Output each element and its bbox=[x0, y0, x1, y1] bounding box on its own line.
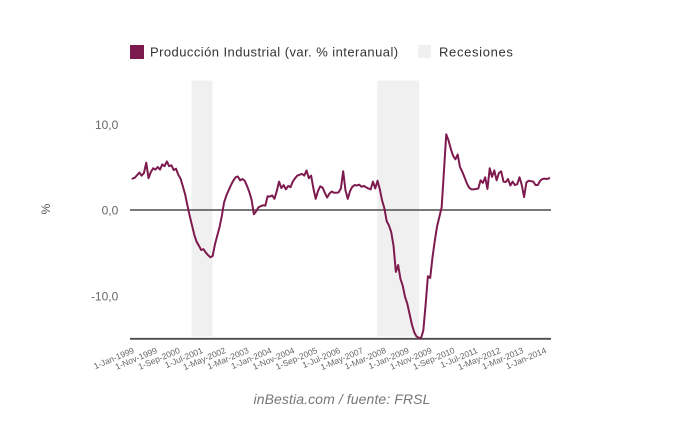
svg-text:-10,0: -10,0 bbox=[91, 290, 119, 304]
svg-text:Producción Industrial (var. %: Producción Industrial (var. % interanual… bbox=[150, 45, 399, 60]
svg-text:%: % bbox=[39, 203, 53, 214]
svg-text:inBestia.com / fuente: FRSL: inBestia.com / fuente: FRSL bbox=[253, 391, 430, 407]
svg-text:0,0: 0,0 bbox=[102, 204, 119, 218]
svg-text:10,0: 10,0 bbox=[95, 118, 119, 132]
svg-text:Recesiones: Recesiones bbox=[439, 45, 514, 60]
